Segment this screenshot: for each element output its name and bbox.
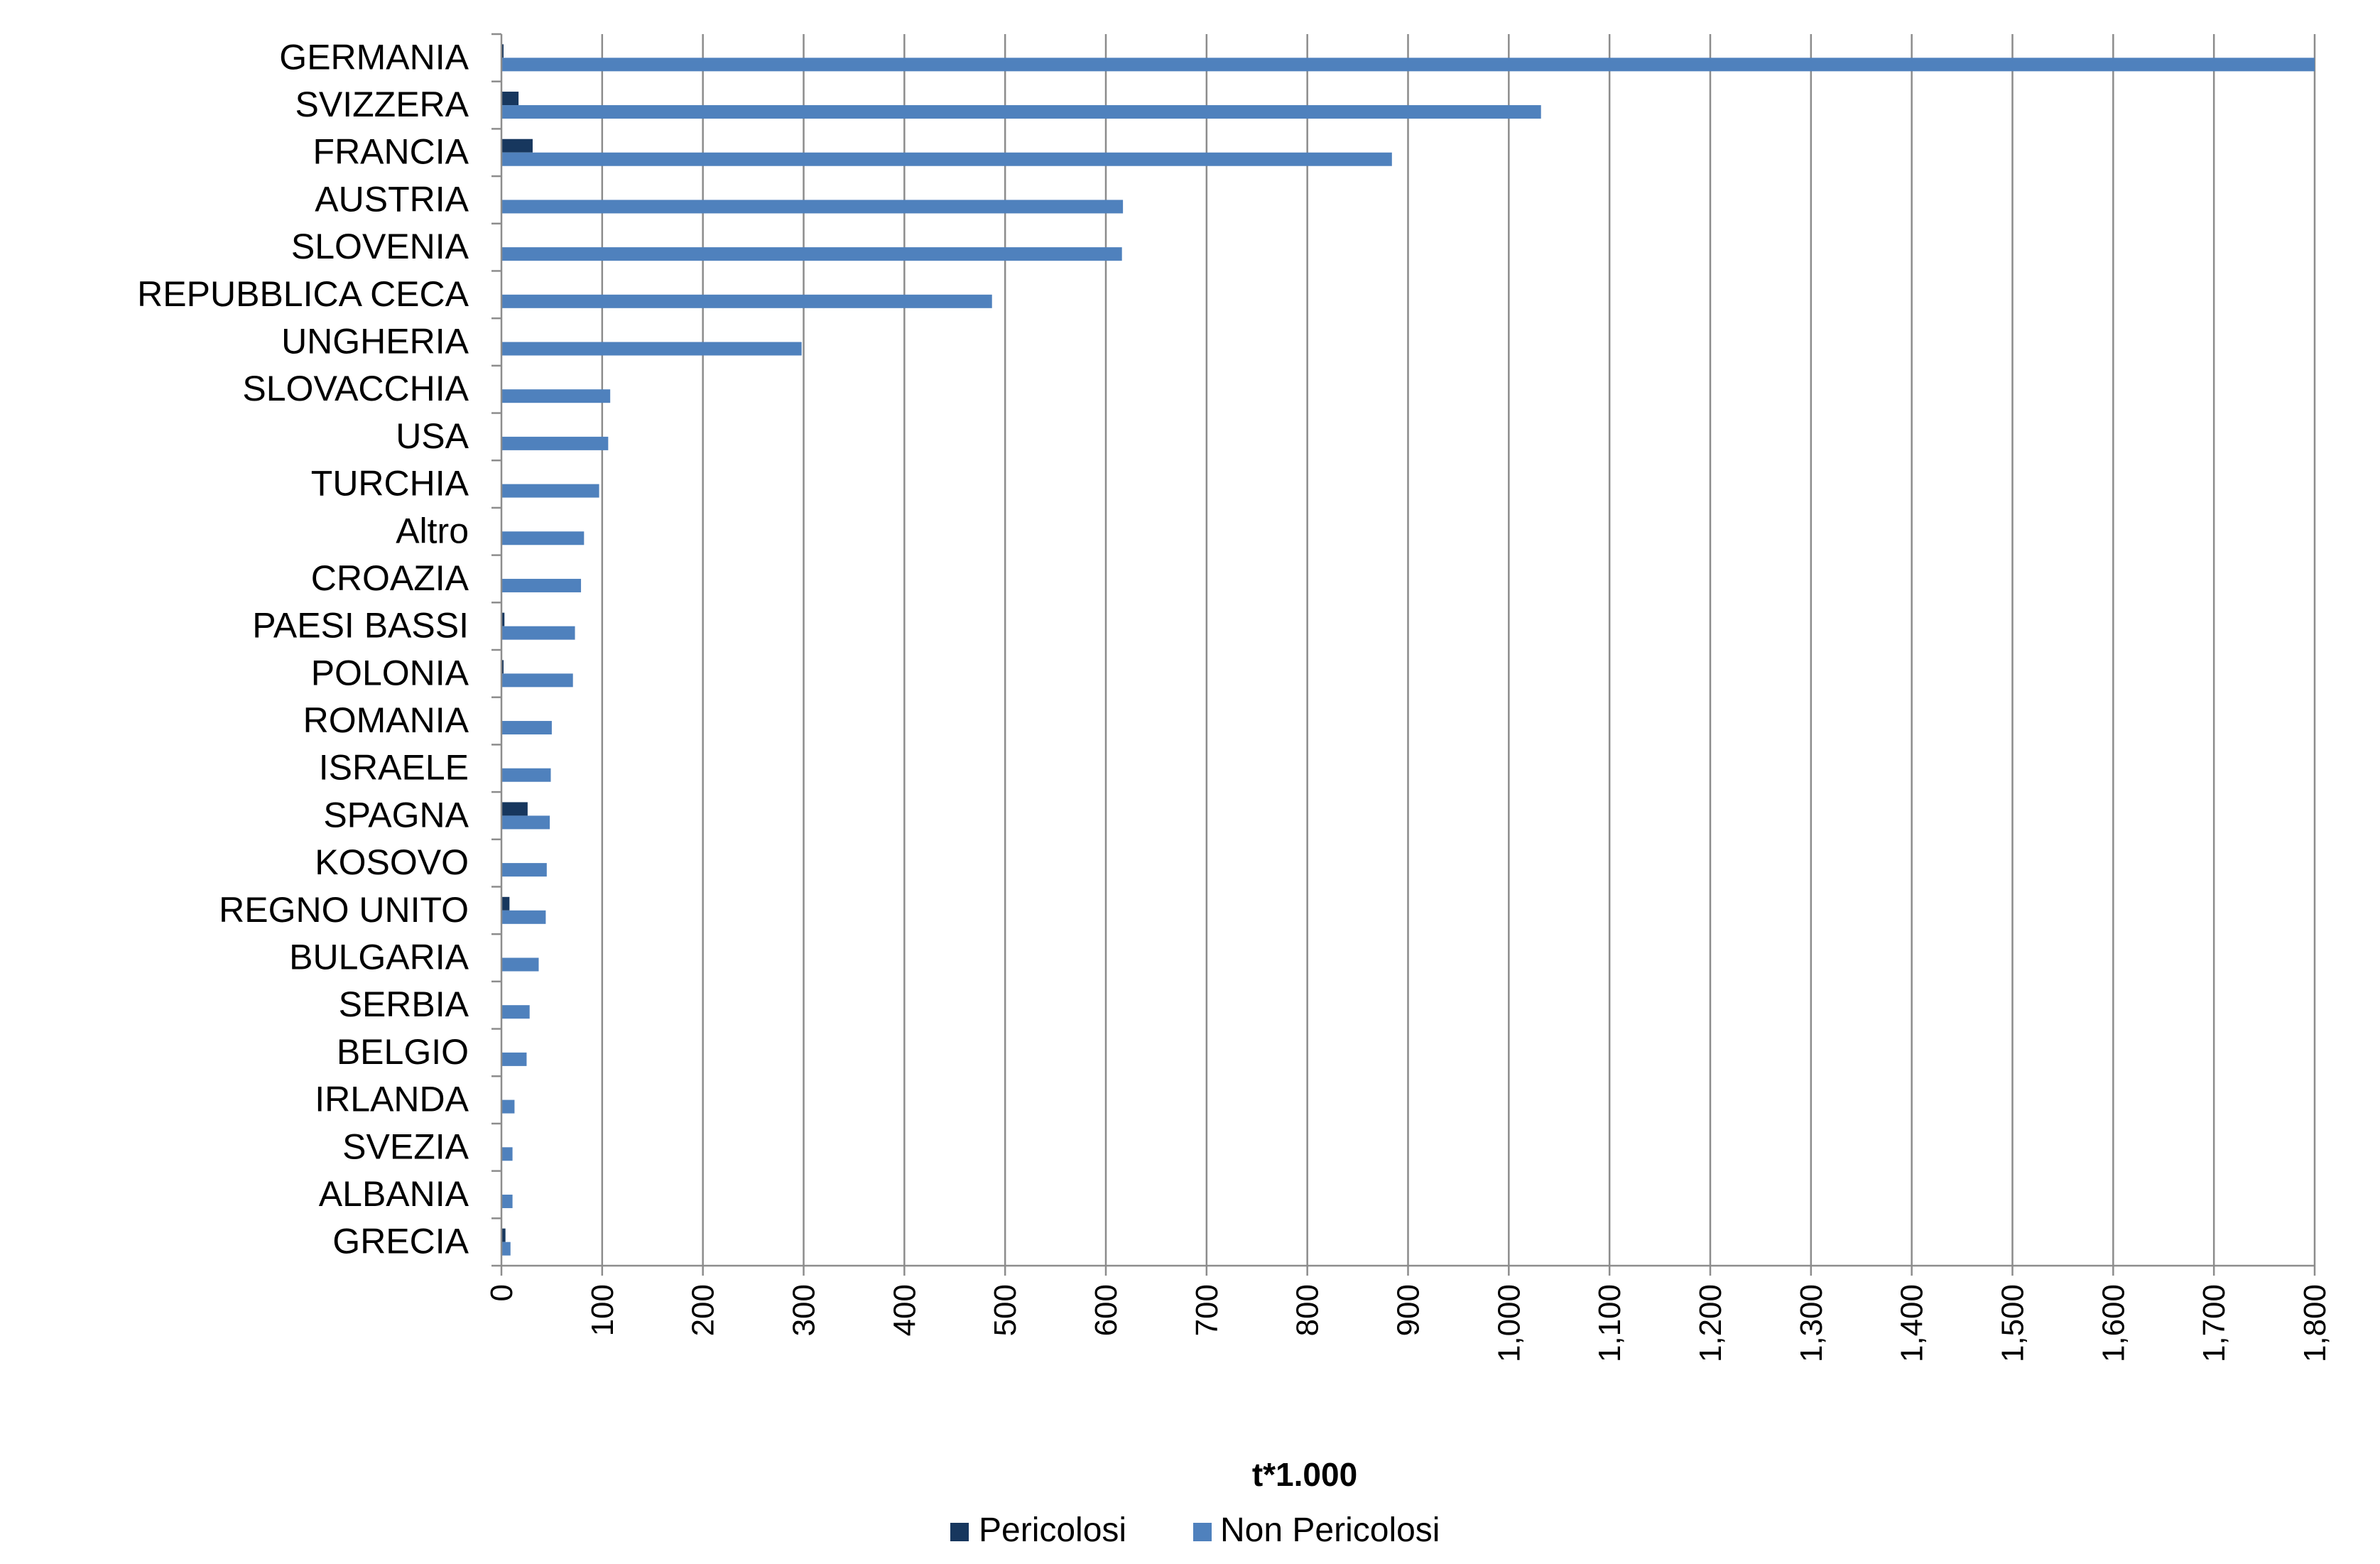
bar-non-pericolosi [501, 484, 599, 498]
x-tick-label: 1,700 [2197, 1284, 2232, 1362]
category-labels: GERMANIA SVIZZERA FRANCIA AUSTRIA SLOVENIA RE… [137, 37, 469, 1261]
bar-non-pericolosi [501, 1147, 513, 1161]
bar-non-pericolosi [501, 1052, 527, 1066]
x-tick-label: 0 [484, 1284, 519, 1301]
category-label: KOSOVO [315, 842, 469, 882]
x-tick-label: 1,300 [1794, 1284, 1829, 1362]
category-label: GRECIA [332, 1222, 469, 1261]
bar-non-pericolosi [501, 531, 585, 545]
bar-non-pericolosi [501, 1194, 513, 1208]
bar-pericolosi [501, 612, 505, 626]
bar-non-pericolosi [501, 863, 547, 877]
x-tick-label: 400 [887, 1284, 922, 1336]
x-tick-label: 1,200 [1693, 1284, 1728, 1362]
gridlines [601, 34, 2316, 1266]
bar-pericolosi [501, 896, 510, 911]
category-label: UNGHERIA [281, 322, 469, 362]
x-tick-label: 100 [585, 1284, 620, 1336]
category-label: ROMANIA [303, 700, 469, 740]
bar-non-pericolosi [501, 957, 539, 972]
bar-pericolosi [501, 1228, 506, 1242]
category-label: AUSTRIA [315, 179, 469, 219]
bar-non-pericolosi [501, 721, 552, 735]
bar-non-pericolosi [501, 294, 992, 308]
category-label: BELGIO [337, 1032, 469, 1072]
bar-pericolosi [501, 139, 533, 153]
category-label: CROAZIA [311, 558, 469, 598]
x-tick-label: 1,000 [1491, 1284, 1526, 1362]
bar-pericolosi [501, 802, 528, 816]
bar-non-pericolosi [501, 247, 1122, 261]
bar-non-pericolosi [501, 768, 551, 782]
bar-non-pericolosi [501, 1099, 515, 1114]
bar-non-pericolosi [501, 910, 546, 924]
bar-pericolosi [501, 44, 504, 58]
bar-non-pericolosi [501, 389, 611, 403]
x-tick-label: 1,100 [1592, 1284, 1627, 1362]
category-label: POLONIA [311, 653, 469, 693]
category-label: BULGARIA [289, 938, 469, 977]
bar-non-pericolosi [501, 200, 1124, 214]
bar-non-pericolosi [501, 436, 609, 450]
bar-non-pericolosi [501, 673, 573, 688]
category-label: SPAGNA [323, 795, 469, 835]
x-tick-label: 1,800 [2298, 1284, 2332, 1362]
category-label: Altro [396, 511, 469, 550]
x-tick-label: 300 [787, 1284, 822, 1336]
category-label: TURCHIA [311, 464, 469, 504]
bar-pericolosi [501, 92, 519, 106]
category-label: IRLANDA [315, 1080, 469, 1119]
category-label: ISRAELE [319, 748, 469, 788]
category-label: USA [396, 416, 469, 456]
x-tick-label: 1,600 [2096, 1284, 2131, 1362]
bar-non-pericolosi [501, 578, 582, 592]
category-label: REPUBBLICA CECA [137, 274, 469, 314]
bar-non-pericolosi [501, 815, 550, 830]
x-axis-title: t*1.000 [1252, 1456, 1357, 1493]
category-label: ALBANIA [319, 1174, 469, 1214]
category-label: SVEZIA [342, 1126, 469, 1166]
bar-non-pericolosi [501, 152, 1392, 166]
x-tick-label: 900 [1391, 1284, 1426, 1336]
x-tick-label: 600 [1089, 1284, 1124, 1336]
category-label: GERMANIA [279, 37, 469, 77]
category-label: SVIZZERA [295, 85, 469, 124]
category-label: SLOVACCHIA [242, 369, 469, 408]
legend-swatch [950, 1523, 969, 1541]
legend-swatch [1193, 1523, 1212, 1541]
bar-pericolosi [501, 660, 504, 674]
category-label: REGNO UNITO [219, 890, 469, 930]
x-tick-label: 1,400 [1895, 1284, 1930, 1362]
x-tick-label: 800 [1290, 1284, 1325, 1336]
x-tick-label: 500 [988, 1284, 1023, 1336]
x-tick-label: 1,500 [1996, 1284, 2031, 1362]
legend: Pericolosi Non Pericolosi [950, 1511, 1440, 1549]
category-label: SERBIA [339, 984, 469, 1024]
axes [491, 33, 2316, 1276]
legend-label: Pericolosi [979, 1511, 1126, 1549]
category-label: FRANCIA [313, 132, 469, 172]
bars [501, 44, 2315, 1256]
category-label: PAESI BASSI [252, 606, 469, 646]
bar-non-pericolosi [501, 105, 1541, 119]
bar-non-pericolosi [501, 342, 802, 356]
x-tick-label: 200 [686, 1284, 721, 1336]
bar-non-pericolosi [501, 1242, 511, 1256]
legend-label: Non Pericolosi [1220, 1511, 1440, 1549]
category-label: SLOVENIA [291, 227, 469, 266]
x-tick-labels: 0 100 200 300 400 500 600 700 800 900 1,000 1,100 1,… [484, 1284, 2332, 1362]
x-tick-label: 700 [1190, 1284, 1224, 1336]
bar-non-pericolosi [501, 626, 575, 640]
bar-non-pericolosi [501, 1005, 530, 1019]
bar-non-pericolosi [501, 58, 2315, 72]
